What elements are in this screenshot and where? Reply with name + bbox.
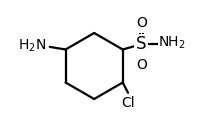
Text: O: O bbox=[136, 58, 147, 72]
Text: H$_2$N: H$_2$N bbox=[18, 38, 46, 54]
Text: NH$_2$: NH$_2$ bbox=[158, 35, 186, 51]
Text: S: S bbox=[136, 35, 147, 53]
Text: Cl: Cl bbox=[121, 96, 135, 110]
Text: O: O bbox=[136, 16, 147, 30]
